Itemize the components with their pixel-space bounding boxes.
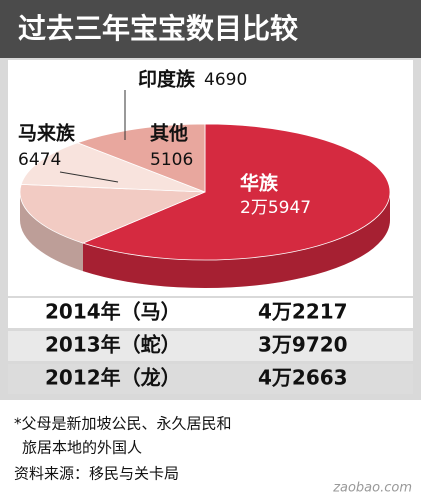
slice-label: 其他 bbox=[150, 122, 188, 145]
table-cell: 4万2663 bbox=[258, 366, 348, 390]
slice-value-label: 4690 bbox=[204, 70, 247, 90]
title-bar bbox=[0, 0, 421, 58]
notes-panel bbox=[0, 400, 421, 500]
note: 旅居本地的外国人 bbox=[22, 439, 142, 457]
pie-slice bbox=[20, 142, 206, 193]
slice-label: 马来族 bbox=[18, 122, 76, 145]
note: *父母是新加坡公民、永久居民和 bbox=[14, 415, 232, 433]
table-cell: 4万2217 bbox=[258, 300, 348, 324]
table-cell: 2012年（龙） bbox=[45, 366, 181, 390]
chart-title: 过去三年宝宝数目比较 bbox=[18, 12, 298, 45]
slice-side bbox=[20, 192, 83, 272]
slice-side-shade bbox=[20, 192, 83, 272]
slice-value-label: 2万5947 bbox=[240, 198, 311, 218]
table-cell: 2013年（蛇） bbox=[45, 333, 181, 357]
table-row-bg bbox=[8, 298, 413, 328]
slice-side bbox=[82, 192, 390, 288]
slice-label: 华族 bbox=[240, 172, 279, 195]
watermark: zaobao.com bbox=[332, 481, 412, 496]
table: 2014年（马） 4万2217 2013年（蛇） 3万9720 2012年（龙）… bbox=[45, 300, 348, 390]
slice-side-shade bbox=[82, 192, 390, 288]
slice-label: 印度族 bbox=[138, 68, 196, 91]
pie-slice bbox=[81, 123, 391, 261]
table-cell: 2014年（马） bbox=[45, 300, 181, 324]
table-row-bg bbox=[8, 331, 413, 361]
slice-value-label: 6474 bbox=[18, 150, 61, 170]
slice-value-label: 5106 bbox=[150, 150, 193, 170]
table-cell: 3万9720 bbox=[258, 333, 348, 357]
leader-line bbox=[59, 171, 119, 183]
pie bbox=[19, 123, 391, 288]
note: 资料来源：移民与关卡局 bbox=[14, 465, 179, 483]
pie-slice bbox=[19, 183, 206, 244]
notes: *父母是新加坡公民、永久居民和 旅居本地的外国人 资料来源：移民与关卡局 bbox=[14, 415, 232, 483]
table-row-bg bbox=[8, 364, 413, 394]
pie-slice bbox=[76, 123, 206, 193]
